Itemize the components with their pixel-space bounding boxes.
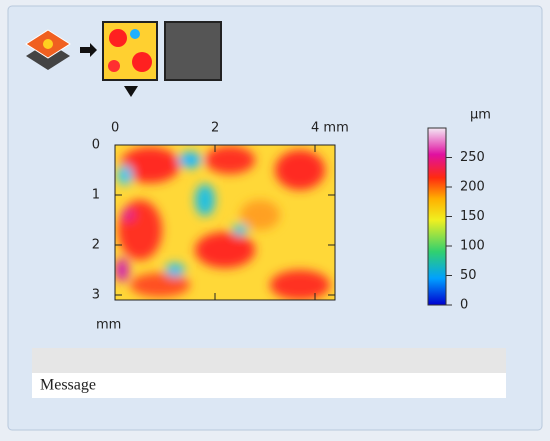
y-tick-label: 3 — [92, 288, 100, 303]
colorbar-tick-label: 250 — [460, 150, 485, 165]
status-bar — [32, 348, 506, 373]
colorbar-tick-label: 150 — [460, 209, 485, 224]
gray-thumbnail[interactable] — [164, 21, 222, 81]
colorbar-tick-label: 50 — [460, 268, 477, 283]
colorbar-tick-label: 200 — [460, 180, 485, 195]
x-tick-label: 4 mm — [311, 121, 349, 136]
plot-frame — [114, 144, 336, 301]
color-thumbnail[interactable] — [102, 21, 158, 81]
x-tick-label: 2 — [211, 121, 219, 136]
arrow — [80, 43, 97, 57]
message-bar — [32, 373, 506, 398]
y-tick-label: 2 — [92, 238, 100, 253]
y-tick-label: 0 — [92, 138, 100, 153]
colorbar-unit: µm — [470, 108, 491, 123]
colorbar-tick-label: 0 — [460, 298, 468, 313]
y-axis-unit: mm — [96, 318, 121, 333]
message: Message — [40, 377, 96, 394]
colorbar — [427, 127, 447, 306]
selection-marker — [124, 86, 138, 97]
height-map — [115, 145, 335, 300]
x-tick-label: 0 — [111, 121, 119, 136]
colorbar-tick-label: 100 — [460, 239, 485, 254]
y-tick-label: 1 — [92, 188, 100, 203]
layer-icon[interactable] — [25, 29, 71, 70]
